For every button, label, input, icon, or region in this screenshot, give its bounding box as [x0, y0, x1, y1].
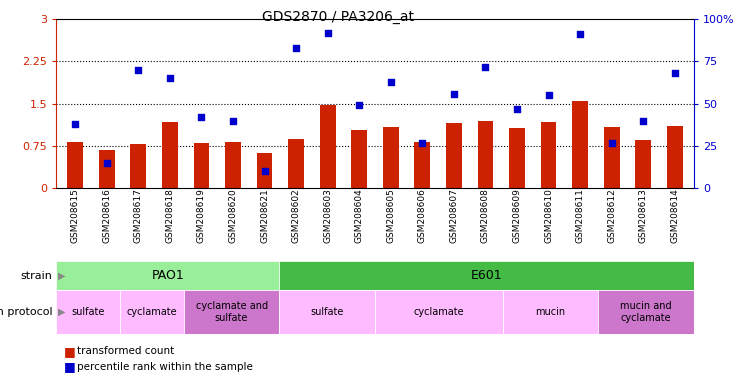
Point — [638, 118, 650, 124]
Bar — [279, 261, 694, 290]
Text: ■: ■ — [64, 360, 76, 373]
Text: mucin and
cyclamate: mucin and cyclamate — [620, 301, 672, 323]
Bar — [598, 290, 694, 334]
Text: GSM208612: GSM208612 — [608, 188, 616, 243]
Text: GSM208621: GSM208621 — [260, 188, 269, 243]
Bar — [56, 261, 279, 290]
Bar — [184, 290, 279, 334]
Bar — [256, 153, 272, 188]
Text: GSM208618: GSM208618 — [165, 188, 174, 243]
Point — [290, 45, 302, 51]
Text: GSM208609: GSM208609 — [512, 188, 521, 243]
Bar — [56, 290, 120, 334]
Text: strain: strain — [20, 270, 53, 281]
Bar — [194, 143, 209, 188]
Text: GSM208619: GSM208619 — [197, 188, 206, 243]
Point — [164, 75, 176, 81]
Point — [606, 139, 618, 146]
Text: percentile rank within the sample: percentile rank within the sample — [77, 362, 253, 372]
Text: GSM208614: GSM208614 — [670, 188, 680, 243]
Bar — [415, 142, 430, 188]
Text: GSM208615: GSM208615 — [70, 188, 80, 243]
Text: cyclamate: cyclamate — [413, 307, 464, 317]
Text: GSM208604: GSM208604 — [355, 188, 364, 243]
Text: cyclamate and
sulfate: cyclamate and sulfate — [196, 301, 268, 323]
Bar — [503, 290, 598, 334]
Bar — [635, 140, 651, 188]
Text: transformed count: transformed count — [77, 346, 175, 356]
Text: GSM208613: GSM208613 — [639, 188, 648, 243]
Bar — [509, 128, 525, 188]
Text: cyclamate: cyclamate — [127, 307, 177, 317]
Point — [69, 121, 81, 127]
Text: ■: ■ — [64, 345, 76, 358]
Bar — [320, 105, 335, 188]
Text: GSM208616: GSM208616 — [102, 188, 111, 243]
Bar — [288, 139, 304, 188]
Text: PAO1: PAO1 — [152, 269, 184, 282]
Bar — [130, 144, 146, 188]
Text: growth protocol: growth protocol — [0, 307, 53, 317]
Bar — [541, 122, 556, 188]
Point — [511, 106, 523, 112]
Point — [669, 70, 681, 76]
Text: GSM208603: GSM208603 — [323, 188, 332, 243]
Point — [322, 30, 334, 36]
Point — [542, 92, 554, 98]
Bar — [225, 142, 241, 188]
Text: GSM208602: GSM208602 — [292, 188, 301, 243]
Point — [448, 91, 460, 97]
Text: sulfate: sulfate — [71, 307, 105, 317]
Bar — [375, 290, 502, 334]
Text: mucin: mucin — [536, 307, 566, 317]
Bar — [99, 150, 115, 188]
Bar — [279, 290, 375, 334]
Text: GSM208606: GSM208606 — [418, 188, 427, 243]
Bar — [383, 127, 399, 188]
Bar — [68, 142, 83, 188]
Bar — [667, 126, 682, 188]
Point — [416, 139, 428, 146]
Text: GDS2870 / PA3206_at: GDS2870 / PA3206_at — [262, 10, 413, 23]
Bar — [351, 130, 367, 188]
Text: ▶: ▶ — [58, 270, 65, 281]
Point — [385, 79, 397, 85]
Text: ▶: ▶ — [58, 307, 65, 317]
Bar — [572, 101, 588, 188]
Point — [227, 118, 239, 124]
Text: GSM208610: GSM208610 — [544, 188, 553, 243]
Point — [100, 160, 112, 166]
Bar — [446, 123, 462, 188]
Text: E601: E601 — [471, 269, 502, 282]
Text: GSM208620: GSM208620 — [229, 188, 238, 243]
Bar — [478, 121, 494, 188]
Point — [574, 31, 586, 38]
Text: GSM208617: GSM208617 — [134, 188, 142, 243]
Point — [353, 102, 365, 108]
Text: GSM208611: GSM208611 — [576, 188, 585, 243]
Point — [479, 63, 491, 70]
Bar — [604, 127, 619, 188]
Point — [259, 168, 271, 174]
Text: GSM208607: GSM208607 — [449, 188, 458, 243]
Text: sulfate: sulfate — [310, 307, 344, 317]
Point — [196, 114, 208, 120]
Text: GSM208608: GSM208608 — [481, 188, 490, 243]
Text: GSM208605: GSM208605 — [386, 188, 395, 243]
Bar — [162, 122, 178, 188]
Bar — [120, 290, 184, 334]
Point — [132, 67, 144, 73]
